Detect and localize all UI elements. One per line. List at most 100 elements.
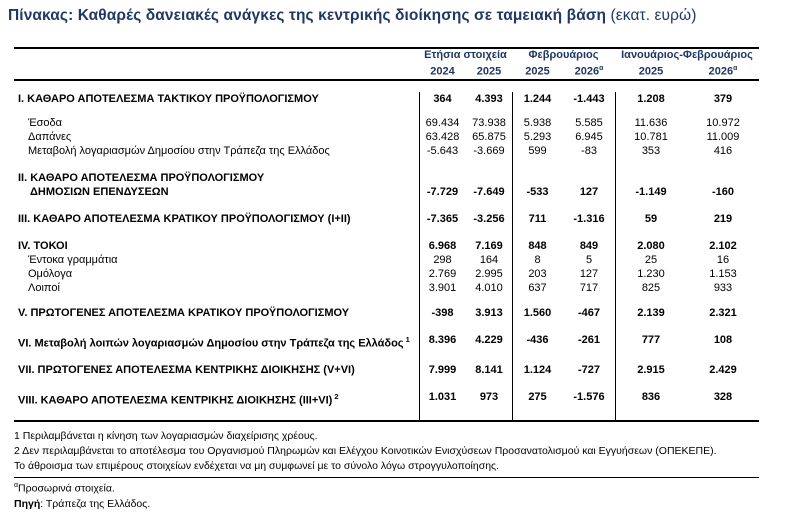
cell-value: 1.208 xyxy=(637,92,665,105)
cell-value: 2.102 xyxy=(709,239,737,252)
cell-value: 2.080 xyxy=(637,239,665,252)
cell-value: -160 xyxy=(711,185,735,198)
page-title-unit: (εκατ. ευρώ) xyxy=(610,7,697,24)
header-year: 2025 xyxy=(476,65,502,78)
cell-value: -1.149 xyxy=(635,185,667,198)
table-row: II. ΚΑΘΑΡΟ ΑΠΟΤΕΛΕΣΜΑ ΠΡΟΫΠΟΛΟΓΙΣΜΟΥ xyxy=(14,171,759,185)
table-row: VI. Μεταβολή λοιπών λογαριασμών Δημοσίου… xyxy=(14,333,759,351)
cell-value: 3.913 xyxy=(475,306,503,319)
cell-value: -83 xyxy=(581,144,597,157)
cell-value: 637 xyxy=(528,281,547,294)
page-title: Πίνακας: Καθαρές δανειακές ανάγκες της κ… xyxy=(8,7,697,25)
cell-value: 1.560 xyxy=(523,306,552,319)
table-body-rows: I. ΚΑΘΑΡΟ ΑΠΟΤΕΛΕΣΜΑ ΤΑΚΤΙΚΟΥ ΠΡΟΫΠΟΛΟΓΙ… xyxy=(14,92,759,408)
cell-value: 73.938 xyxy=(472,116,506,129)
cell-value: -7.649 xyxy=(473,185,505,198)
table-bottom-rule xyxy=(14,419,759,422)
cell-value: 711 xyxy=(528,212,547,225)
header-year: 2025 xyxy=(638,65,664,78)
cell-value: 5 xyxy=(585,253,593,266)
cell-value: -533 xyxy=(526,185,549,198)
table-row: IV. ΤΟΚΟΙ 6.968 7.169 848 849 2.080 2.102 xyxy=(14,239,759,253)
cell-value: 10.972 xyxy=(706,116,740,129)
cell-value: -467 xyxy=(577,306,601,319)
cell-value: 328 xyxy=(713,391,733,404)
row-label: Έσοδα xyxy=(28,116,63,129)
cell-value: 127 xyxy=(579,267,599,280)
page-title-text: Πίνακας: Καθαρές δανειακές ανάγκες της κ… xyxy=(8,7,607,24)
cell-value: 16 xyxy=(716,253,730,266)
footnote-2: 2 Δεν περιλαμβάνεται το αποτέλεσμα του Ο… xyxy=(14,445,717,457)
cell-value: 973 xyxy=(479,391,499,404)
cell-value: 3.901 xyxy=(428,281,457,294)
cell-value: 8.396 xyxy=(428,333,457,346)
provisional-note: αΠροσωρινά στοιχεία. xyxy=(14,482,115,495)
cell-value: -398 xyxy=(431,306,454,319)
header-bottom-rule xyxy=(14,78,759,81)
cell-value xyxy=(687,171,759,185)
cell-value: 275 xyxy=(528,391,547,404)
cell-value: 7.169 xyxy=(475,239,503,252)
cell-value: 2.769 xyxy=(428,267,457,280)
cell-value: 2.915 xyxy=(637,364,665,377)
cell-value xyxy=(563,171,615,185)
row-label: V. ΠΡΩΤΟΓΕΝΕΣ ΑΠΟΤΕΛΕΣΜΑ ΚΡΑΤΙΚΟΥ ΠΡΟΫΠΟ… xyxy=(18,306,350,319)
column-divider xyxy=(512,91,513,420)
row-label: I. ΚΑΘΑΡΟ ΑΠΟΤΕΛΕΣΜΑ ΤΑΚΤΙΚΟΥ ΠΡΟΫΠΟΛΟΓΙ… xyxy=(18,92,319,105)
cell-value: -1.316 xyxy=(573,212,605,225)
row-label: IV. ΤΟΚΟΙ xyxy=(18,239,68,252)
table-row: Δαπάνες 63.428 65.875 5.293 6.945 10.781 11.00… xyxy=(14,130,759,144)
cell-value: 825 xyxy=(641,281,661,294)
row-label: Έντοκα γραμμάτια xyxy=(28,253,118,266)
cell-value xyxy=(419,171,466,185)
cell-value: 364 xyxy=(433,92,452,105)
header-group-february: Φεβρουάριος xyxy=(528,49,599,61)
row-label: III. ΚΑΘΑΡΟ ΑΠΟΤΕΛΕΣΜΑ ΚΡΑΤΙΚΟΥ ΠΡΟΫΠΟΛΟ… xyxy=(18,212,351,225)
footnote-rounding: Το άθροισμα των επιμέρους στοιχείων ενδέ… xyxy=(14,460,500,472)
cell-value xyxy=(615,171,687,185)
cell-value: 2.321 xyxy=(709,306,737,319)
cell-value: 1.153 xyxy=(709,267,737,280)
column-divider xyxy=(419,91,420,420)
header-year: 2025 xyxy=(525,65,550,78)
header-year-row: 2024 2025 2025 2026α 2025 2026α xyxy=(14,62,759,79)
row-label: Δαπάνες xyxy=(28,130,72,143)
cell-value: 416 xyxy=(713,144,733,157)
cell-value: 836 xyxy=(641,391,661,404)
row-label: Λοιποί xyxy=(28,281,60,294)
row-label: VII. ΠΡΩΤΟΓΕΝΕΣ ΑΠΟΤΕΛΕΣΜΑ ΚΕΝΤΡΙΚΗΣ ΔΙΟ… xyxy=(18,364,355,377)
cell-value: 353 xyxy=(641,144,661,157)
cell-value: 69.434 xyxy=(425,116,460,129)
table-body: I. ΚΑΘΑΡΟ ΑΠΟΤΕΛΕΣΜΑ ΤΑΚΤΙΚΟΥ ΠΡΟΫΠΟΛΟΓΙ… xyxy=(14,91,759,420)
cell-value: 63.428 xyxy=(425,130,460,143)
row-label-footnote-ref: 1 xyxy=(403,334,410,344)
cell-value: 1.244 xyxy=(523,92,552,105)
table-row: I. ΚΑΘΑΡΟ ΑΠΟΤΕΛΕΣΜΑ ΤΑΚΤΙΚΟΥ ΠΡΟΫΠΟΛΟΓΙ… xyxy=(14,92,759,106)
cell-value: 108 xyxy=(713,333,733,346)
cell-value: 4.393 xyxy=(475,92,503,105)
table-row: Μεταβολή λογαριασμών Δημοσίου στην Τράπε… xyxy=(14,144,759,158)
cell-value: -7.365 xyxy=(426,212,459,225)
row-label-footnote-ref: 2 xyxy=(332,392,339,402)
cell-value: 2.429 xyxy=(709,364,737,377)
cell-value: -3.256 xyxy=(473,212,505,225)
table-row: III. ΚΑΘΑΡΟ ΑΠΟΤΕΛΕΣΜΑ ΚΡΑΤΙΚΟΥ ΠΡΟΫΠΟΛΟ… xyxy=(14,212,759,226)
source-note: Πηγή: Τράπεζα της Ελλάδος. xyxy=(14,497,151,510)
header-year: 2026α xyxy=(574,65,604,78)
cell-value: 127 xyxy=(579,185,599,198)
cell-value: 2.139 xyxy=(637,306,665,319)
table-row: VII. ΠΡΩΤΟΓΕΝΕΣ ΑΠΟΤΕΛΕΣΜΑ ΚΕΝΤΡΙΚΗΣ ΔΙΟ… xyxy=(14,363,759,377)
cell-value: 379 xyxy=(713,92,733,105)
table-top-rule xyxy=(14,47,759,49)
cell-value xyxy=(466,171,512,185)
cell-value: 5.585 xyxy=(575,116,603,129)
cell-value: 8.141 xyxy=(475,364,503,377)
cell-value: 6.945 xyxy=(575,130,603,143)
cell-value: 1.124 xyxy=(523,364,552,377)
cell-value: 5.293 xyxy=(523,130,552,143)
cell-value: 8 xyxy=(534,253,541,266)
cell-value: 164 xyxy=(479,253,499,266)
cell-value: 298 xyxy=(433,253,452,266)
table-row: Λοιποί 3.901 4.010 637 717 825 933 xyxy=(14,281,759,295)
cell-value: 11.636 xyxy=(634,116,668,129)
